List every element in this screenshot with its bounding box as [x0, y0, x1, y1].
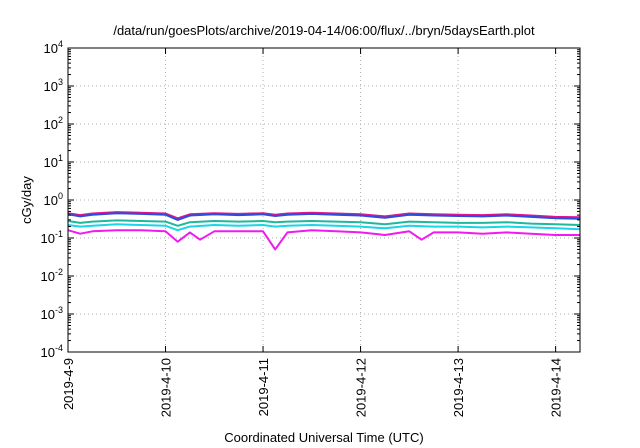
plot-series	[67, 211, 581, 251]
y-tick-label: 10-3	[41, 305, 63, 322]
x-axis-label: Coordinated Universal Time (UTC)	[224, 430, 423, 445]
x-tick-label: 2019-4-14	[549, 358, 564, 417]
x-tick-label: 2019-4-10	[159, 358, 174, 417]
x-tick-label: 2019-4-9	[61, 358, 76, 410]
x-axis: 2019-4-9 2019-4-10 2019-4-11 2019-4-12 2019-…	[61, 48, 564, 417]
series-line-1	[67, 211, 581, 220]
grid	[67, 47, 580, 353]
y-tick-label: 103	[44, 77, 63, 94]
y-tick-label: 102	[44, 115, 63, 132]
y-tick-label: 104	[44, 39, 63, 56]
series-line-2	[67, 212, 581, 221]
y-tick-label: 100	[44, 191, 63, 208]
series-line-3	[67, 219, 581, 227]
series-line-4	[67, 223, 581, 232]
y-tick-label: 10-2	[41, 267, 63, 284]
y-tick-label: 10-4	[41, 343, 63, 360]
x-tick-label: 2019-4-12	[354, 358, 369, 417]
y-tick-label: 10-1	[41, 229, 63, 246]
y-tick-label: 101	[44, 153, 63, 170]
y-axis: 10-4 10-3 10-2 10-1 100 101 102 103 104	[41, 39, 580, 360]
y-axis-label: cGy/day	[19, 176, 34, 224]
x-tick-label: 2019-4-13	[451, 358, 466, 417]
chart-title: /data/run/goesPlots/archive/2019-04-14/0…	[113, 23, 535, 38]
x-tick-label: 2019-4-11	[256, 358, 271, 416]
series-line-5	[67, 229, 580, 251]
